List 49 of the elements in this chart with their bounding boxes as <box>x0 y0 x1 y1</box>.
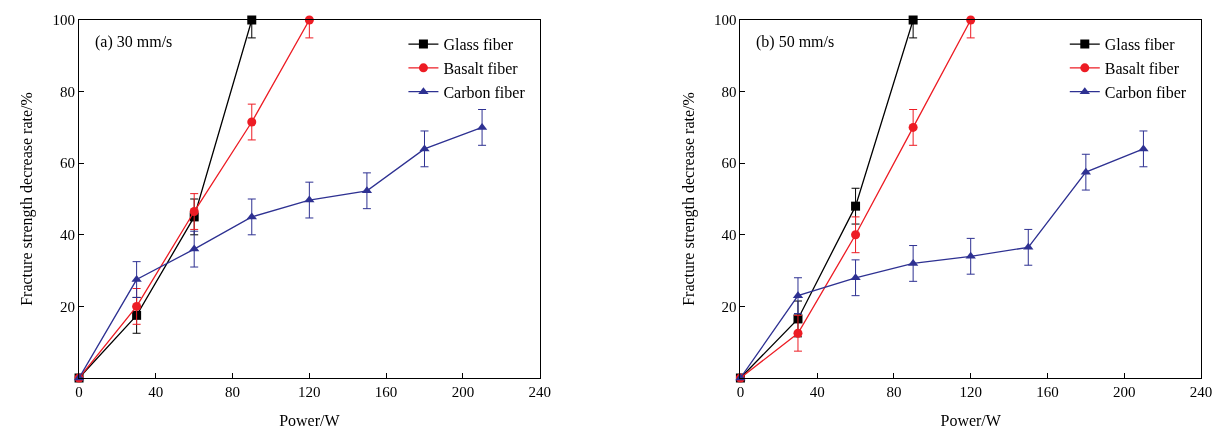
x-tick-label: 160 <box>374 384 398 400</box>
y-tick-label: 20 <box>60 298 76 315</box>
x-tick-label: 40 <box>148 384 164 400</box>
point <box>851 201 861 211</box>
x-tick-label: 0 <box>736 384 745 400</box>
x-tick-label: 40 <box>809 384 825 400</box>
legend-label: Glass fiber <box>1104 36 1176 54</box>
y-tick-label: 80 <box>60 83 76 100</box>
y-axis-title: Fracture strength decrease rate/% <box>18 92 37 306</box>
point <box>419 144 430 152</box>
legend-label: Basalt fiber <box>1104 60 1180 78</box>
x-axis-title: Power/W <box>279 411 341 429</box>
point <box>189 207 199 217</box>
legend-label: Carbon fiber <box>443 83 526 101</box>
point <box>850 273 861 281</box>
x-tick-label: 120 <box>959 384 982 400</box>
point <box>132 301 142 311</box>
y-tick-label: 40 <box>60 227 76 244</box>
y-tick-label: 40 <box>721 227 737 244</box>
x-axis-title: Power/W <box>940 411 1002 429</box>
x-tick-label: 200 <box>1112 384 1136 400</box>
legend-label: Glass fiber <box>443 36 514 54</box>
y-tick-label: 20 <box>721 298 737 315</box>
y-tick-label: 100 <box>713 12 737 29</box>
y-tick-label: 60 <box>60 155 76 172</box>
annotation: (a) 30 mm/s <box>95 33 173 51</box>
x-tick-label: 120 <box>298 384 321 400</box>
point <box>965 251 976 259</box>
legend-label: Carbon fiber <box>1104 83 1187 101</box>
x-tick-label: 200 <box>451 384 475 400</box>
x-tick-label: 80 <box>886 384 902 400</box>
point <box>1138 144 1149 152</box>
point <box>851 230 861 240</box>
point <box>793 328 803 338</box>
point <box>247 117 257 127</box>
point <box>1023 242 1034 250</box>
x-tick-label: 0 <box>75 384 83 400</box>
y-tick-label: 100 <box>52 12 76 29</box>
annotation: (b) 50 mm/s <box>756 33 835 51</box>
x-tick-label: 160 <box>1036 384 1059 400</box>
x-tick-label: 240 <box>528 384 551 400</box>
x-tick-label: 240 <box>1189 384 1213 400</box>
y-tick-label: 80 <box>721 83 737 100</box>
point <box>246 212 257 220</box>
legend-label: Basalt fiber <box>443 60 519 78</box>
y-tick-label: 60 <box>721 155 737 172</box>
point <box>908 122 918 132</box>
y-axis-title: Fracture strength decrease rate/% <box>679 92 698 306</box>
x-tick-label: 80 <box>225 384 241 400</box>
